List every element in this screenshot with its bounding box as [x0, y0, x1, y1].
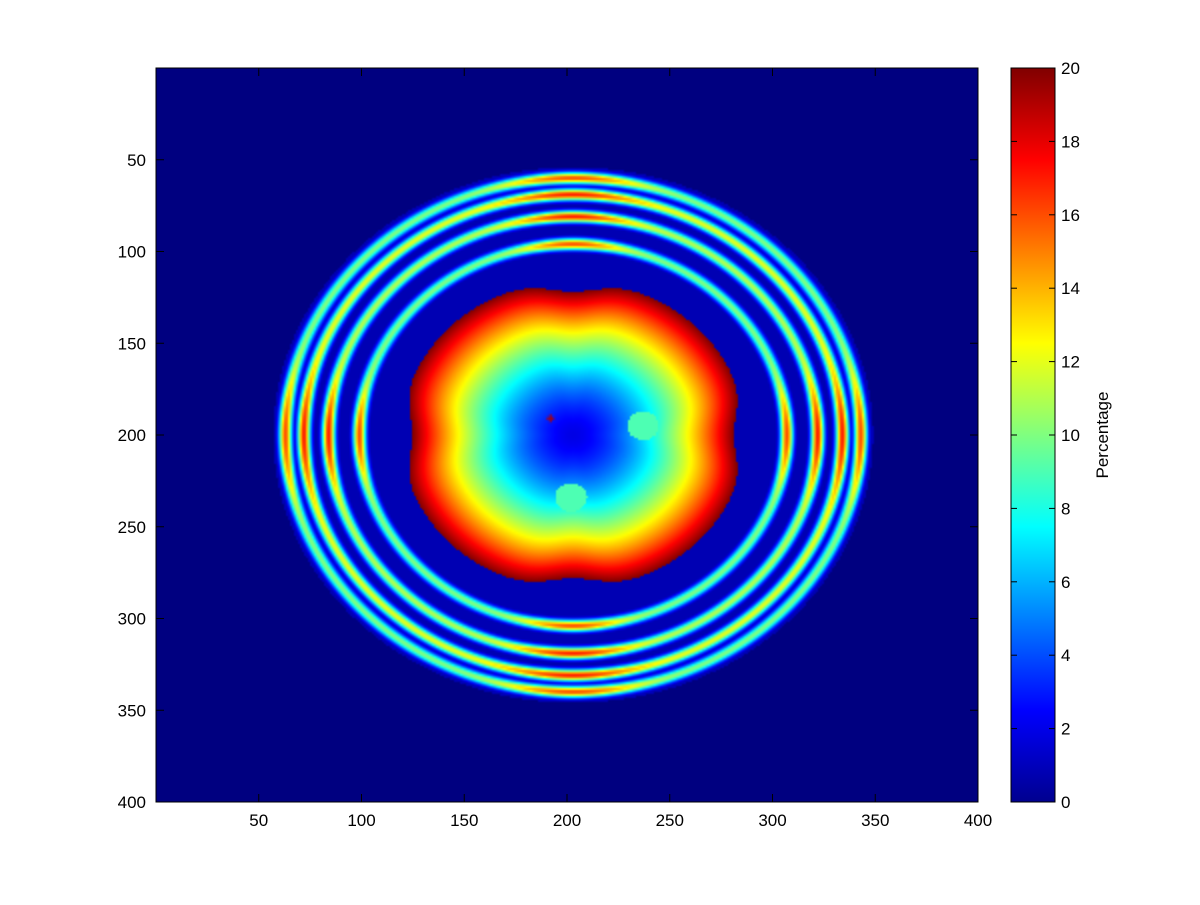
y-tick-label: 50	[127, 151, 146, 170]
y-tick-label: 100	[118, 243, 146, 262]
colorbar-tick-label: 16	[1061, 206, 1080, 225]
y-tick-label: 350	[118, 701, 146, 720]
colorbar-tick-label: 20	[1061, 59, 1080, 78]
colorbar-tick-label: 6	[1061, 573, 1070, 592]
colorbar	[1010, 67, 1056, 803]
colorbar-tick-label: 18	[1061, 132, 1080, 151]
x-tick-label: 350	[861, 811, 889, 830]
colorbar-tick-label: 14	[1061, 279, 1080, 298]
colorbar-tick-label: 10	[1061, 426, 1080, 445]
x-tick-label: 400	[964, 811, 992, 830]
x-tick-label: 200	[553, 811, 581, 830]
x-axis: 50 100 150 200 250 300 350 400	[249, 68, 992, 830]
colorbar-tick-label: 8	[1061, 499, 1070, 518]
y-tick-label: 400	[118, 793, 146, 812]
y-tick-label: 300	[118, 610, 146, 629]
heatmap-image	[156, 68, 978, 802]
x-tick-label: 50	[249, 811, 268, 830]
x-tick-label: 150	[450, 811, 478, 830]
colorbar-tick-label: 2	[1061, 720, 1070, 739]
colorbar-axis: 0 2 4 6 8 10 12 14 16 18 20	[1011, 59, 1080, 812]
y-tick-label: 200	[118, 426, 146, 445]
y-tick-label: 250	[118, 518, 146, 537]
colorbar-label: Percentage	[1093, 392, 1112, 479]
x-tick-label: 300	[758, 811, 786, 830]
x-tick-label: 100	[347, 811, 375, 830]
colorbar-tick-label: 4	[1061, 646, 1070, 665]
x-tick-label: 250	[656, 811, 684, 830]
y-tick-label: 150	[118, 334, 146, 353]
y-axis: 50 100 150 200 250 300 350 400	[118, 151, 978, 812]
colorbar-tick-label: 12	[1061, 353, 1080, 372]
colorbar-tick-label: 0	[1061, 793, 1070, 812]
